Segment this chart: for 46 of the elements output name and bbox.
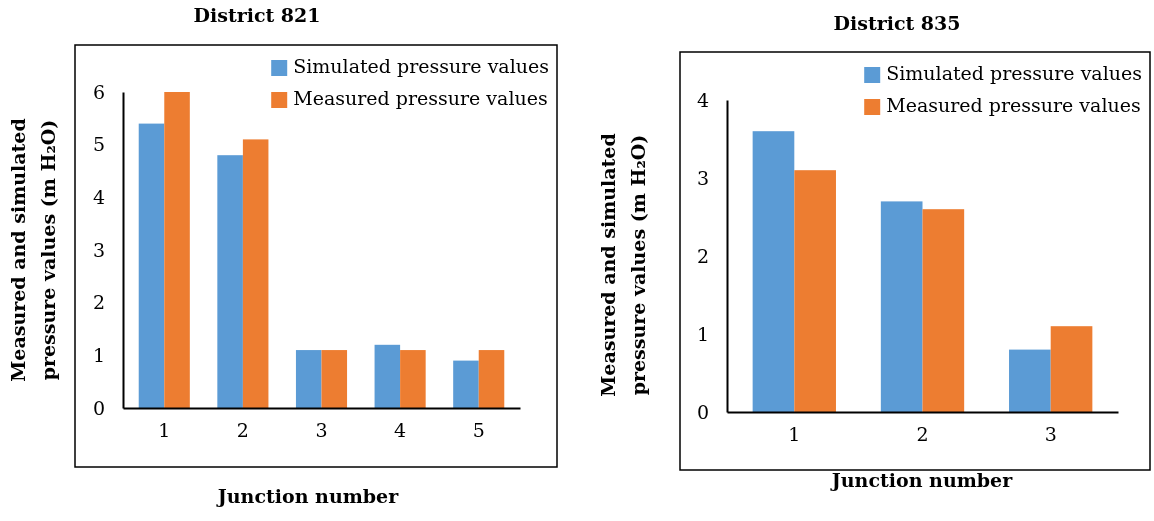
y-tick-label: 1 — [696, 322, 709, 345]
x-tick-label: 1 — [788, 423, 801, 446]
bar — [1050, 326, 1093, 412]
y-tick-label: 2 — [92, 291, 105, 314]
bar — [295, 350, 322, 408]
bar — [164, 92, 190, 408]
y-tick-label: 4 — [696, 88, 709, 111]
bar — [922, 209, 965, 412]
y-tick-label: 3 — [92, 238, 105, 261]
bar — [374, 344, 401, 408]
y-tick-label: 5 — [92, 133, 105, 156]
legend-label: Measured pressure values — [293, 87, 548, 109]
bar — [478, 350, 505, 408]
y-axis-title: Measured and simulated pressure values (m H₂O) — [597, 133, 649, 397]
bar — [217, 155, 243, 408]
bar — [321, 350, 348, 408]
legend-label: Simulated pressure values — [886, 62, 1142, 84]
chart-title: District 835 — [833, 12, 961, 34]
x-tick-label: 2 — [236, 419, 249, 442]
bar — [453, 360, 479, 408]
x-tick-label: 4 — [394, 419, 407, 442]
y-tick-label: 1 — [92, 343, 105, 366]
chart-title: District 821 — [193, 4, 321, 26]
legend-label: Measured pressure values — [886, 94, 1141, 116]
y-tick-label: 6 — [92, 80, 105, 103]
x-axis-title: Junction number — [215, 485, 400, 507]
bar — [1009, 349, 1051, 412]
x-tick-label: 3 — [1044, 423, 1057, 446]
x-tick-label: 2 — [916, 423, 929, 446]
x-tick-label: 5 — [472, 419, 485, 442]
bar — [400, 350, 426, 408]
legend-label: Simulated pressure values — [293, 55, 549, 77]
x-axis-title: Junction number — [829, 469, 1014, 491]
bar — [138, 123, 165, 408]
bar — [880, 201, 923, 412]
x-tick-label: 3 — [315, 419, 328, 442]
x-tick-label: 1 — [158, 419, 171, 442]
y-tick-label: 3 — [696, 166, 709, 189]
bar — [752, 131, 795, 412]
y-tick-label: 4 — [92, 185, 105, 208]
y-tick-label: 0 — [92, 396, 105, 419]
bar — [794, 170, 836, 412]
y-tick-label: 2 — [696, 244, 709, 267]
y-axis-title: Measured and simulated pressure values (m H₂O) — [7, 118, 59, 382]
y-tick-label: 0 — [696, 400, 709, 423]
bar — [242, 139, 269, 408]
